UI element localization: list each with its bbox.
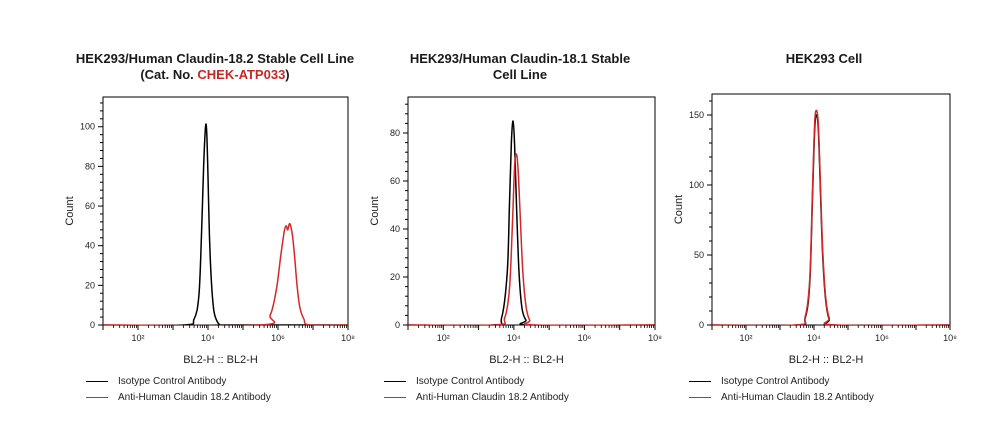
panel-2-title: HEK293/Human Claudin-18.1 Stable Cell Li… [360, 51, 680, 83]
anti-claudin-curve [408, 153, 655, 325]
legend-label: Isotype Control Antibody [721, 376, 830, 387]
panel-2-title-line-1: HEK293/Human Claudin-18.1 Stable [409, 51, 631, 66]
legend-label: Isotype Control Antibody [416, 376, 525, 387]
legend-label: Anti-Human Claudin 18.2 Antibody [416, 392, 569, 403]
panel-3-title: HEK293 Cell [664, 51, 984, 67]
y-tick-label: 80 [390, 128, 400, 138]
x-tick-label: 10² [131, 333, 144, 343]
catalog-number: CHEK-ATP033 [197, 67, 286, 82]
y-tick-label: 20 [85, 280, 95, 290]
x-axis-title: BL2-H :: BL2-H [789, 354, 864, 366]
legend-swatch-red [689, 397, 711, 398]
panel-1-title: HEK293/Human Claudin-18.2 Stable Cell Li… [55, 51, 375, 83]
legend-swatch-red [86, 397, 108, 398]
y-axis-title: Count [673, 195, 685, 224]
x-tick-label: 10² [739, 333, 752, 343]
plot-frame [102, 96, 349, 326]
y-tick-label: 40 [85, 241, 95, 251]
y-tick-label: 100 [80, 122, 95, 132]
x-tick-label: 10⁶ [875, 333, 889, 343]
x-tick-label: 10⁶ [578, 333, 592, 343]
isotype-control-curve [712, 114, 950, 325]
x-tick-label: 10⁶ [271, 333, 285, 343]
catalog-suffix: ) [285, 67, 290, 82]
legend-label: Isotype Control Antibody [118, 376, 227, 387]
legend-swatch-black [86, 381, 108, 382]
y-tick-label: 100 [689, 180, 704, 190]
panel-2-title-line-2: Cell Line [492, 67, 548, 82]
x-axis-title: BL2-H :: BL2-H [183, 354, 258, 366]
histogram-panel-1: HEK293/Human Claudin-18.2 Stable Cell Li… [55, 0, 375, 440]
y-axis-title: Count [64, 196, 76, 225]
x-tick-label: 10⁸ [341, 333, 355, 343]
y-tick-label: 0 [699, 320, 704, 330]
x-tick-label: 10⁴ [807, 333, 821, 343]
legend-swatch-red [384, 397, 406, 398]
y-tick-label: 60 [390, 176, 400, 186]
anti-claudin-curve [103, 222, 348, 325]
panel-1-title-line-1: HEK293/Human Claudin-18.2 Stable Cell Li… [75, 51, 355, 66]
isotype-control-curve [408, 120, 655, 325]
y-axis-title: Count [369, 196, 381, 225]
x-tick-label: 10⁸ [648, 333, 662, 343]
anti-claudin-curve [712, 109, 950, 325]
x-axis-title: BL2-H :: BL2-H [489, 354, 564, 366]
plot-frame [407, 96, 656, 326]
legend-swatch-black [689, 381, 711, 382]
y-tick-label: 40 [390, 224, 400, 234]
histogram-panel-2: HEK293/Human Claudin-18.1 Stable Cell Li… [360, 0, 680, 440]
isotype-control-curve [103, 123, 348, 325]
legend-swatch-black [384, 381, 406, 382]
y-tick-label: 20 [390, 272, 400, 282]
y-tick-label: 60 [85, 201, 95, 211]
x-tick-label: 10⁴ [507, 333, 521, 343]
y-tick-label: 80 [85, 161, 95, 171]
y-tick-label: 0 [90, 320, 95, 330]
x-tick-label: 10⁸ [943, 333, 957, 343]
plot-frame [711, 93, 951, 326]
legend-label: Anti-Human Claudin 18.2 Antibody [118, 392, 271, 403]
panel-1-title-line-2: (Cat. No. CHEK-ATP033) [55, 67, 375, 83]
catalog-prefix: (Cat. No. [140, 67, 198, 82]
panel-3-title-line-1: HEK293 Cell [785, 51, 863, 66]
histogram-panel-3: HEK293 Cell 0 50 100 150 10² 10⁴ 10⁶ 10⁸ BL2-H :… [664, 0, 984, 440]
y-tick-label: 150 [689, 110, 704, 120]
x-tick-label: 10⁴ [201, 333, 215, 343]
legend-label: Anti-Human Claudin 18.2 Antibody [721, 392, 874, 403]
y-tick-label: 0 [395, 320, 400, 330]
y-tick-label: 50 [694, 250, 704, 260]
x-tick-label: 10² [437, 333, 450, 343]
